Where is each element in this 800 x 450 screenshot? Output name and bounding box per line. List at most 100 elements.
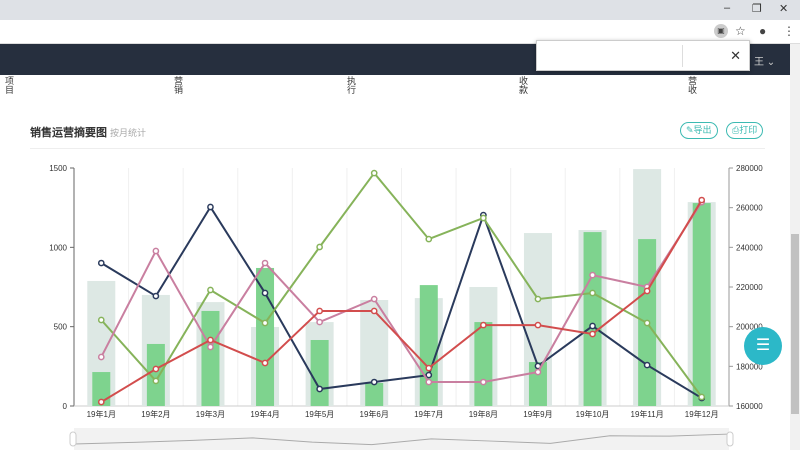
series-point — [589, 271, 596, 279]
series-point — [589, 330, 596, 338]
x-tick-label: 19年2月 — [141, 409, 170, 419]
account-icon[interactable]: ● — [759, 24, 767, 38]
y-right-tick-label: 180000 — [736, 362, 763, 371]
x-tick-label: 19年12月 — [685, 409, 719, 419]
series-point — [97, 398, 105, 406]
series-point — [370, 307, 378, 315]
menu-icon: ☰ — [755, 337, 771, 354]
series-point — [316, 385, 323, 393]
print-button[interactable]: ⎙打印 — [726, 122, 764, 139]
series-point — [370, 295, 378, 303]
y-right-tick-label: 160000 — [736, 402, 763, 411]
series-point — [589, 289, 596, 297]
browser-tab-bar: – ❐ ✕ — [0, 0, 800, 20]
series-line — [100, 171, 703, 398]
datazoom-handle-left[interactable] — [69, 431, 77, 447]
series-point — [316, 243, 323, 251]
series-point — [698, 196, 706, 204]
title-text: 销售运营摘要图 — [30, 127, 107, 139]
bar — [692, 203, 711, 406]
column-label: 营销 — [173, 76, 183, 94]
extension-icon[interactable]: ▣ — [714, 24, 728, 38]
series-point — [152, 377, 160, 385]
x-tick-label: 19年8月 — [469, 409, 498, 419]
y-right-tick-label: 220000 — [736, 283, 763, 292]
x-tick-label: 19年7月 — [414, 409, 443, 419]
menu-icon[interactable]: ⋮ — [783, 24, 795, 38]
series-point — [534, 368, 542, 376]
series-point — [97, 353, 105, 361]
bar — [365, 382, 384, 406]
series-point — [207, 336, 214, 344]
series-point — [643, 361, 651, 369]
series-point — [97, 259, 105, 267]
series-point — [425, 364, 433, 372]
fab-menu-button[interactable]: ☰ — [744, 327, 782, 365]
bar — [474, 322, 493, 406]
divider — [30, 148, 765, 149]
user-menu[interactable]: 王 ⌄ — [754, 57, 776, 68]
series-point — [480, 378, 487, 386]
series-line — [100, 199, 703, 403]
x-tick-label: 19年9月 — [523, 409, 552, 419]
x-tick-label: 19年5月 — [305, 409, 334, 419]
popup-box: ✕ — [536, 40, 750, 71]
minimize-button[interactable]: – — [724, 2, 731, 14]
datazoom-handle-right[interactable] — [726, 431, 734, 447]
y-right-tick-label: 200000 — [736, 323, 763, 332]
scrollbar[interactable] — [790, 44, 800, 450]
series-point — [370, 169, 378, 177]
series-point — [97, 316, 105, 324]
series-point — [480, 214, 487, 222]
x-tick-label: 19年1月 — [87, 409, 116, 419]
close-icon[interactable]: ✕ — [730, 48, 741, 63]
series-point — [207, 286, 214, 294]
y-tick-label: 1000 — [49, 243, 67, 252]
series-point — [207, 343, 214, 351]
series-point — [643, 319, 651, 327]
datazoom-slider[interactable] — [74, 428, 729, 450]
column-label: 项目 — [4, 76, 14, 94]
scrollbar-thumb[interactable] — [791, 234, 799, 414]
y-right-tick-label: 280000 — [736, 164, 763, 173]
series-point — [261, 359, 269, 367]
chart: 0 500 1000 1500 160000 180000 200000 220000 2400… — [49, 164, 763, 450]
series-point — [425, 378, 433, 386]
bar — [419, 285, 438, 406]
close-window-button[interactable]: ✕ — [779, 3, 789, 15]
series-point — [152, 292, 160, 300]
bar — [146, 343, 165, 406]
series-point — [152, 247, 160, 255]
y-tick-label: 500 — [54, 323, 68, 332]
series-point — [643, 287, 651, 295]
star-icon[interactable]: ☆ — [735, 24, 746, 38]
column-label: 收款 — [518, 76, 528, 94]
panel-title: 销售运营摘要图 按月统计 — [30, 124, 146, 140]
series-point — [698, 393, 706, 401]
bar — [310, 339, 329, 406]
x-tick-label: 19年11月 — [631, 409, 664, 419]
series-point — [534, 295, 542, 303]
bar — [583, 232, 602, 406]
browser-toolbar: ▣ ☆ ● ⋮ — [0, 20, 800, 44]
column-label: 营收 — [687, 76, 697, 94]
bar — [92, 372, 111, 406]
datazoom-preview-line — [73, 433, 730, 446]
export-button[interactable]: ✎导出 — [680, 122, 718, 139]
series-line — [100, 205, 703, 399]
series-point — [425, 235, 433, 243]
divider — [682, 45, 683, 67]
column-label: 执行 — [346, 76, 356, 94]
series-point — [370, 378, 378, 386]
series-point — [316, 307, 323, 315]
bar — [201, 310, 220, 406]
series-point — [480, 321, 487, 329]
series-point — [261, 259, 269, 267]
restore-button[interactable]: ❐ — [752, 3, 762, 15]
series-point — [589, 322, 596, 330]
x-tick-label: 19年3月 — [196, 409, 225, 419]
bar — [256, 267, 275, 406]
series-point — [425, 371, 433, 379]
y-right-tick-label: 260000 — [736, 204, 763, 213]
series-point — [316, 318, 323, 326]
